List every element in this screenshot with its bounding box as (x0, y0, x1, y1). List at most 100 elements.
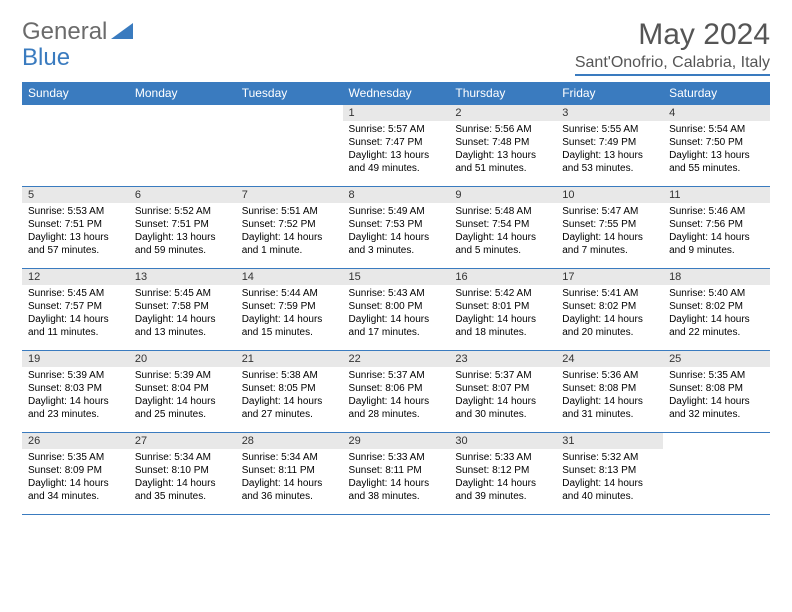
cell-details: Sunrise: 5:33 AMSunset: 8:12 PMDaylight:… (449, 449, 556, 507)
logo: General (22, 18, 133, 46)
day-header: Thursday (449, 82, 556, 105)
calendar-week-row: 5Sunrise: 5:53 AMSunset: 7:51 PMDaylight… (22, 187, 770, 269)
cell-details: Sunrise: 5:54 AMSunset: 7:50 PMDaylight:… (663, 121, 770, 179)
cell-details: Sunrise: 5:48 AMSunset: 7:54 PMDaylight:… (449, 203, 556, 261)
calendar-cell: 10Sunrise: 5:47 AMSunset: 7:55 PMDayligh… (556, 187, 663, 269)
day-number: 5 (22, 187, 129, 203)
calendar-week-row: 12Sunrise: 5:45 AMSunset: 7:57 PMDayligh… (22, 269, 770, 351)
day-number: 25 (663, 351, 770, 367)
empty-cell (236, 105, 343, 123)
empty-cell (22, 105, 129, 123)
calendar-cell: 30Sunrise: 5:33 AMSunset: 8:12 PMDayligh… (449, 433, 556, 515)
calendar-cell: 8Sunrise: 5:49 AMSunset: 7:53 PMDaylight… (343, 187, 450, 269)
calendar-cell: 7Sunrise: 5:51 AMSunset: 7:52 PMDaylight… (236, 187, 343, 269)
day-number: 3 (556, 105, 663, 121)
day-number: 1 (343, 105, 450, 121)
cell-details: Sunrise: 5:46 AMSunset: 7:56 PMDaylight:… (663, 203, 770, 261)
calendar-cell: 31Sunrise: 5:32 AMSunset: 8:13 PMDayligh… (556, 433, 663, 515)
day-header: Monday (129, 82, 236, 105)
cell-details: Sunrise: 5:39 AMSunset: 8:04 PMDaylight:… (129, 367, 236, 425)
day-number: 14 (236, 269, 343, 285)
calendar-cell: 15Sunrise: 5:43 AMSunset: 8:00 PMDayligh… (343, 269, 450, 351)
cell-details: Sunrise: 5:34 AMSunset: 8:11 PMDaylight:… (236, 449, 343, 507)
day-number: 4 (663, 105, 770, 121)
day-number: 6 (129, 187, 236, 203)
day-number: 24 (556, 351, 663, 367)
empty-cell (129, 105, 236, 123)
cell-details: Sunrise: 5:33 AMSunset: 8:11 PMDaylight:… (343, 449, 450, 507)
day-header: Friday (556, 82, 663, 105)
logo-text-1: General (22, 18, 107, 46)
calendar-cell: 18Sunrise: 5:40 AMSunset: 8:02 PMDayligh… (663, 269, 770, 351)
calendar-cell: 22Sunrise: 5:37 AMSunset: 8:06 PMDayligh… (343, 351, 450, 433)
calendar-cell: 4Sunrise: 5:54 AMSunset: 7:50 PMDaylight… (663, 105, 770, 187)
cell-details: Sunrise: 5:37 AMSunset: 8:07 PMDaylight:… (449, 367, 556, 425)
day-number: 29 (343, 433, 450, 449)
calendar-cell: 23Sunrise: 5:37 AMSunset: 8:07 PMDayligh… (449, 351, 556, 433)
day-number: 2 (449, 105, 556, 121)
day-number: 12 (22, 269, 129, 285)
day-number: 16 (449, 269, 556, 285)
day-header-row: SundayMondayTuesdayWednesdayThursdayFrid… (22, 82, 770, 105)
calendar-cell: 2Sunrise: 5:56 AMSunset: 7:48 PMDaylight… (449, 105, 556, 187)
cell-details: Sunrise: 5:57 AMSunset: 7:47 PMDaylight:… (343, 121, 450, 179)
calendar-cell: 6Sunrise: 5:52 AMSunset: 7:51 PMDaylight… (129, 187, 236, 269)
cell-details: Sunrise: 5:36 AMSunset: 8:08 PMDaylight:… (556, 367, 663, 425)
day-number: 21 (236, 351, 343, 367)
cell-details: Sunrise: 5:41 AMSunset: 8:02 PMDaylight:… (556, 285, 663, 343)
day-number: 20 (129, 351, 236, 367)
cell-details: Sunrise: 5:38 AMSunset: 8:05 PMDaylight:… (236, 367, 343, 425)
cell-details: Sunrise: 5:51 AMSunset: 7:52 PMDaylight:… (236, 203, 343, 261)
calendar-cell: 14Sunrise: 5:44 AMSunset: 7:59 PMDayligh… (236, 269, 343, 351)
calendar-cell: 17Sunrise: 5:41 AMSunset: 8:02 PMDayligh… (556, 269, 663, 351)
title-block: May 2024 Sant'Onofrio, Calabria, Italy (575, 18, 770, 76)
calendar-cell: 12Sunrise: 5:45 AMSunset: 7:57 PMDayligh… (22, 269, 129, 351)
calendar-week-row: 19Sunrise: 5:39 AMSunset: 8:03 PMDayligh… (22, 351, 770, 433)
day-header: Saturday (663, 82, 770, 105)
cell-details: Sunrise: 5:45 AMSunset: 7:57 PMDaylight:… (22, 285, 129, 343)
day-number: 10 (556, 187, 663, 203)
cell-details: Sunrise: 5:40 AMSunset: 8:02 PMDaylight:… (663, 285, 770, 343)
calendar-week-row: 26Sunrise: 5:35 AMSunset: 8:09 PMDayligh… (22, 433, 770, 515)
day-number: 8 (343, 187, 450, 203)
logo-triangle-icon (111, 23, 133, 39)
day-number: 13 (129, 269, 236, 285)
cell-details: Sunrise: 5:32 AMSunset: 8:13 PMDaylight:… (556, 449, 663, 507)
cell-details: Sunrise: 5:35 AMSunset: 8:08 PMDaylight:… (663, 367, 770, 425)
calendar-cell: 9Sunrise: 5:48 AMSunset: 7:54 PMDaylight… (449, 187, 556, 269)
cell-details: Sunrise: 5:42 AMSunset: 8:01 PMDaylight:… (449, 285, 556, 343)
day-number: 19 (22, 351, 129, 367)
calendar-cell: 13Sunrise: 5:45 AMSunset: 7:58 PMDayligh… (129, 269, 236, 351)
calendar-cell: 27Sunrise: 5:34 AMSunset: 8:10 PMDayligh… (129, 433, 236, 515)
calendar-cell: 28Sunrise: 5:34 AMSunset: 8:11 PMDayligh… (236, 433, 343, 515)
calendar-cell: 29Sunrise: 5:33 AMSunset: 8:11 PMDayligh… (343, 433, 450, 515)
calendar-cell (663, 433, 770, 515)
day-header: Tuesday (236, 82, 343, 105)
calendar-cell: 21Sunrise: 5:38 AMSunset: 8:05 PMDayligh… (236, 351, 343, 433)
calendar-cell: 24Sunrise: 5:36 AMSunset: 8:08 PMDayligh… (556, 351, 663, 433)
month-title: May 2024 (575, 18, 770, 52)
calendar-cell: 16Sunrise: 5:42 AMSunset: 8:01 PMDayligh… (449, 269, 556, 351)
day-number: 23 (449, 351, 556, 367)
cell-details: Sunrise: 5:37 AMSunset: 8:06 PMDaylight:… (343, 367, 450, 425)
day-header: Wednesday (343, 82, 450, 105)
calendar-body: 1Sunrise: 5:57 AMSunset: 7:47 PMDaylight… (22, 105, 770, 515)
cell-details: Sunrise: 5:49 AMSunset: 7:53 PMDaylight:… (343, 203, 450, 261)
calendar-cell: 5Sunrise: 5:53 AMSunset: 7:51 PMDaylight… (22, 187, 129, 269)
calendar-cell (22, 105, 129, 187)
cell-details: Sunrise: 5:35 AMSunset: 8:09 PMDaylight:… (22, 449, 129, 507)
calendar-cell: 26Sunrise: 5:35 AMSunset: 8:09 PMDayligh… (22, 433, 129, 515)
calendar-cell: 25Sunrise: 5:35 AMSunset: 8:08 PMDayligh… (663, 351, 770, 433)
location-label: Sant'Onofrio, Calabria, Italy (575, 54, 770, 76)
day-number: 26 (22, 433, 129, 449)
cell-details: Sunrise: 5:44 AMSunset: 7:59 PMDaylight:… (236, 285, 343, 343)
day-number: 27 (129, 433, 236, 449)
day-number: 15 (343, 269, 450, 285)
calendar-cell (129, 105, 236, 187)
cell-details: Sunrise: 5:43 AMSunset: 8:00 PMDaylight:… (343, 285, 450, 343)
logo-text-2: Blue (22, 44, 70, 72)
day-number: 9 (449, 187, 556, 203)
calendar-week-row: 1Sunrise: 5:57 AMSunset: 7:47 PMDaylight… (22, 105, 770, 187)
day-number: 17 (556, 269, 663, 285)
calendar-cell: 1Sunrise: 5:57 AMSunset: 7:47 PMDaylight… (343, 105, 450, 187)
